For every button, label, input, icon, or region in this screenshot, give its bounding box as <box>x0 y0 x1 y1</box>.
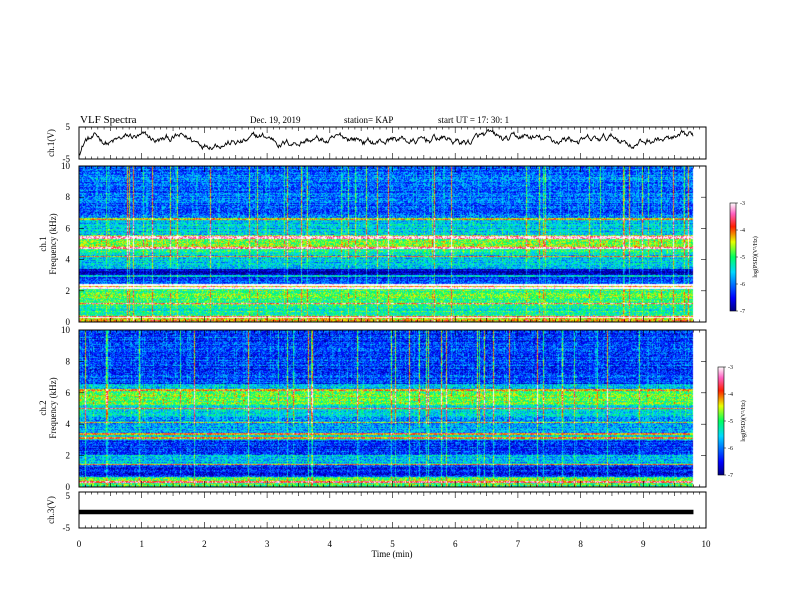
panel-ch2-spectrogram: 0 2 4 6 8 10 ch.2 Frequency (kHz) <box>38 325 707 492</box>
colorbar-ch1-label: log(PSD)(V²/Hz) <box>752 236 759 277</box>
y-tick-label: 10 <box>61 161 71 171</box>
ch1-ytick-bottom: -5 <box>63 154 71 164</box>
x-tick-label: 3 <box>265 539 270 549</box>
x-tick-labels: 0 1 2 3 4 5 6 7 8 9 10 <box>77 539 711 549</box>
header-station: station= KAP <box>344 115 393 125</box>
y-tick-label: 4 <box>66 255 71 265</box>
y-tick-label: 2 <box>66 451 71 461</box>
x-tick-label: 9 <box>641 539 646 549</box>
colorbar-tick-label: -7 <box>728 473 733 479</box>
y-tick-label: 0 <box>66 317 71 327</box>
colorbar-tick-label: -4 <box>728 392 733 398</box>
colorbar-ch2-label: log(PSD)(V²/Hz) <box>740 400 747 441</box>
colorbar-ch2: -3 -4 -5 -6 -7 log(PSD)(V²/Hz) <box>717 365 747 479</box>
x-tick-label: 4 <box>328 539 333 549</box>
colorbar-tick-label: -5 <box>728 419 733 425</box>
y-tick-label: 0 <box>66 482 71 492</box>
y-tick-label: 6 <box>66 388 71 398</box>
header-start-ut: start UT = 17: 30: 1 <box>438 115 509 125</box>
y-tick-label: 2 <box>66 286 71 296</box>
ch2-spectrogram-image <box>79 330 706 487</box>
colorbar-tick-label: -7 <box>740 309 745 315</box>
x-tick-label: 8 <box>578 539 583 549</box>
panel-ch1-spectrogram: 0 2 4 6 8 10 ch.1 Frequency (kHz) <box>38 161 707 327</box>
ch3-ytick-top: 5 <box>66 491 71 501</box>
ch2-channel-label: ch.2 <box>38 400 48 415</box>
ch3-ytick-bottom: -5 <box>63 523 71 533</box>
figure-title: VLF Spectra <box>80 114 137 126</box>
colorbar-ch1: -3 -4 -5 -6 -7 log(PSD)(V²/Hz) <box>729 201 759 315</box>
x-tick-label: 2 <box>202 539 207 549</box>
colorbar-tick-label: -6 <box>728 446 733 452</box>
x-axis-label: Time (min) <box>372 549 413 559</box>
panel-ch1-waveform: 5 -5 ch.1(V) <box>46 122 707 164</box>
colorbar-tick-label: -6 <box>740 282 745 288</box>
x-tick-label: 0 <box>77 539 82 549</box>
colorbar-tick-label: -3 <box>728 365 733 371</box>
ch1-spectrogram-image <box>79 166 706 322</box>
y-tick-label: 8 <box>66 192 71 202</box>
header-date: Dec. 19, 2019 <box>250 115 301 125</box>
ch1-channel-label: ch.1 <box>38 236 48 251</box>
ch2-freq-label: Frequency (kHz) <box>48 377 58 438</box>
colorbar-tick-label: -4 <box>740 228 745 234</box>
x-tick-label: 5 <box>390 539 395 549</box>
y-tick-label: 6 <box>66 223 71 233</box>
colorbar-tick-label: -5 <box>740 255 745 261</box>
y-tick-label: 10 <box>61 325 71 335</box>
ch1-freq-label: Frequency (kHz) <box>48 213 58 274</box>
ch1-ylabel: ch.1(V) <box>46 129 56 157</box>
x-tick-label: 10 <box>702 539 712 549</box>
panel-ch3-waveform: 5 -5 ch.3(V) <box>46 491 707 533</box>
y-tick-label: 4 <box>66 419 71 429</box>
ch3-ylabel: ch.3(V) <box>46 496 56 524</box>
x-tick-label: 6 <box>453 539 458 549</box>
x-tick-label: 1 <box>139 539 144 549</box>
ch1-waveform-trace <box>78 128 694 156</box>
y-tick-label: 8 <box>66 356 71 366</box>
x-tick-label: 7 <box>516 539 521 549</box>
colorbar-tick-label: -3 <box>740 201 745 207</box>
ch1-ytick-top: 5 <box>66 122 71 132</box>
